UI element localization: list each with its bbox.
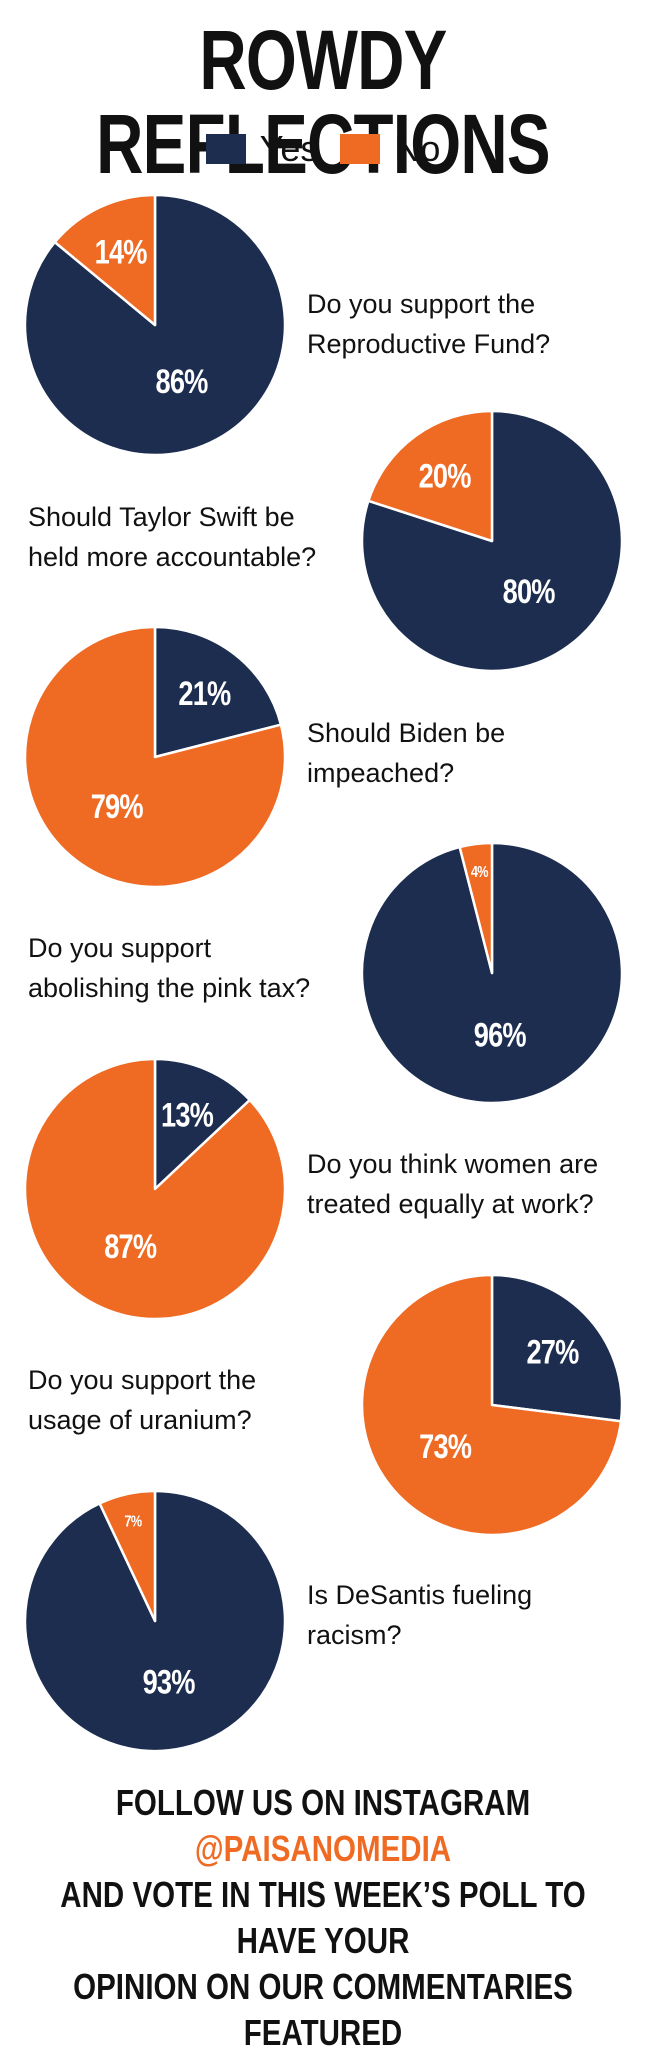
pie-6-slice-no [360, 1273, 623, 1537]
question-4: Do you support abolishing the pink tax? [28, 933, 311, 1003]
pie-7-slice-no [98, 1489, 157, 1623]
pie-1-slice-no [53, 193, 157, 327]
pie-1-label-no: 14% [95, 233, 147, 272]
page-title: ROWDY REFLECTIONS [96, 13, 550, 191]
pie-4-label-no: 4% [471, 864, 489, 882]
footer-line-1-text: FOLLOW US ON INSTAGRAM [115, 1782, 531, 1823]
pie-4-slice-no [458, 841, 494, 975]
pie-6-label-yes: 27% [526, 1332, 578, 1371]
legend-label-yes: Yes [259, 128, 319, 169]
question-2: Should Taylor Swift be held more account… [28, 502, 317, 572]
footer: FOLLOW US ON INSTAGRAM @PAISANOMEDIA AND… [58, 1780, 588, 2056]
question-7: Is DeSantis fueling racism? [307, 1580, 533, 1650]
pie-5-label-no: 87% [104, 1227, 156, 1266]
pie-6-label-no: 73% [419, 1427, 471, 1466]
pie-2-label-yes: 80% [503, 572, 555, 611]
pie-2-slice-no [367, 409, 494, 543]
pie-4-label-yes: 96% [474, 1016, 526, 1055]
legend-item-yes: Yes [205, 128, 319, 170]
pie-5-label-yes: 13% [161, 1096, 213, 1135]
pie-3-slice-yes [153, 625, 283, 759]
pie-1-label-yes: 86% [156, 362, 208, 401]
pie-6-slice-yes [490, 1273, 624, 1423]
question-1: Do you support the Reproductive Fund? [307, 289, 551, 359]
legend: Yes No [0, 128, 646, 170]
pie-2-label-no: 20% [419, 456, 471, 495]
footer-line-2: AND VOTE IN THIS WEEK’S POLL TO HAVE YOU… [60, 1874, 586, 1961]
pie-5-slice-no [23, 1057, 287, 1321]
footer-line-1: FOLLOW US ON INSTAGRAM @PAISANOMEDIA [58, 1780, 588, 1872]
pie-7-label-no: 7% [124, 1513, 142, 1531]
legend-item-no: No [340, 128, 440, 170]
question-3: Should Biden be impeached? [307, 718, 506, 788]
legend-label-no: No [394, 128, 441, 169]
legend-swatch-no [340, 134, 381, 164]
pie-charts: 86% 14% 80% 20% 21% 79% 96% 4% 13% 87% 27% 73% 93% 7% [23, 193, 624, 1753]
instagram-handle-link[interactable]: @PAISANOMEDIA [194, 1828, 452, 1869]
pie-3-slice-no [23, 625, 287, 889]
legend-swatch-yes [205, 134, 246, 164]
footer-line-3: OPINION ON OUR COMMENTARIES FEATURED [73, 1966, 573, 2053]
pie-3-label-yes: 21% [178, 674, 230, 713]
pie-5-slice-yes [153, 1057, 252, 1191]
pie-7-label-yes: 93% [143, 1663, 195, 1702]
question-5: Do you think women are treated equally a… [307, 1149, 599, 1219]
question-6: Do you support the usage of uranium? [28, 1365, 257, 1435]
pie-3-label-no: 79% [91, 787, 143, 826]
